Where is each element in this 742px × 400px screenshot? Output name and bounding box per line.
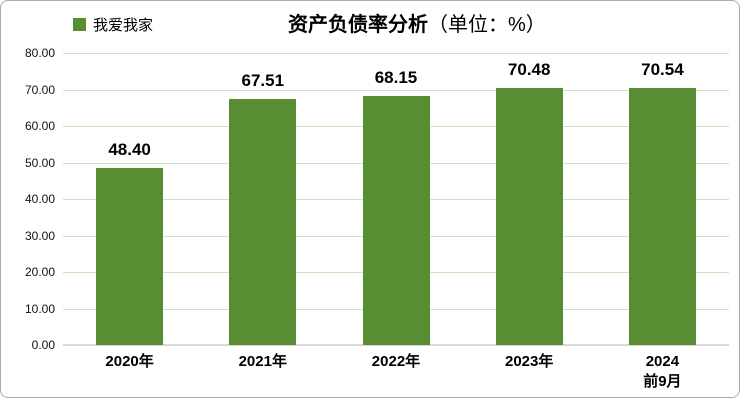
bar <box>96 168 164 345</box>
chart-title: 资产负债率分析（单位：%） <box>288 8 546 37</box>
bar-value-label: 70.54 <box>641 59 684 79</box>
y-axis-tick-label: 10.00 <box>24 301 55 316</box>
chart-title-unit: （单位：%） <box>428 14 546 36</box>
y-axis-tick-label: 50.00 <box>24 155 55 170</box>
gridline <box>63 89 729 91</box>
y-axis-tick-label: 60.00 <box>24 119 55 133</box>
y-axis-tick-label: 30.00 <box>24 228 55 243</box>
bar <box>362 96 430 345</box>
x-axis-category-label: 2021年 <box>238 353 287 370</box>
x-axis-category-label: 2023年 <box>505 353 554 370</box>
bar-value-label: 68.15 <box>374 68 418 88</box>
y-axis-tick-label: 80.00 <box>24 46 55 60</box>
y-axis-tick-label: 0.00 <box>31 338 55 352</box>
chart-legend: 我爱我家 <box>73 14 153 35</box>
y-axis-tick-label: 40.00 <box>24 192 55 206</box>
y-axis-tick-label: 70.00 <box>24 82 55 97</box>
y-axis-tick-label: 20.00 <box>24 265 55 279</box>
x-axis-category-label: 2024 前9月 <box>643 353 682 390</box>
bar-value-label: 67.51 <box>241 70 285 90</box>
bar <box>495 87 563 345</box>
x-axis-category-label: 2020年 <box>105 353 154 370</box>
gridline <box>63 53 729 54</box>
bar <box>628 87 696 345</box>
bar-value-label: 48.40 <box>108 140 151 160</box>
bar-value-label: 70.48 <box>507 59 551 79</box>
x-axis-line <box>63 344 729 346</box>
x-axis-category-label: 2022年 <box>371 353 421 370</box>
chart-title-main: 资产负债率分析 <box>288 14 428 36</box>
bar <box>229 98 297 345</box>
legend-swatch-icon <box>73 18 86 31</box>
legend-series-label: 我爱我家 <box>93 17 154 34</box>
